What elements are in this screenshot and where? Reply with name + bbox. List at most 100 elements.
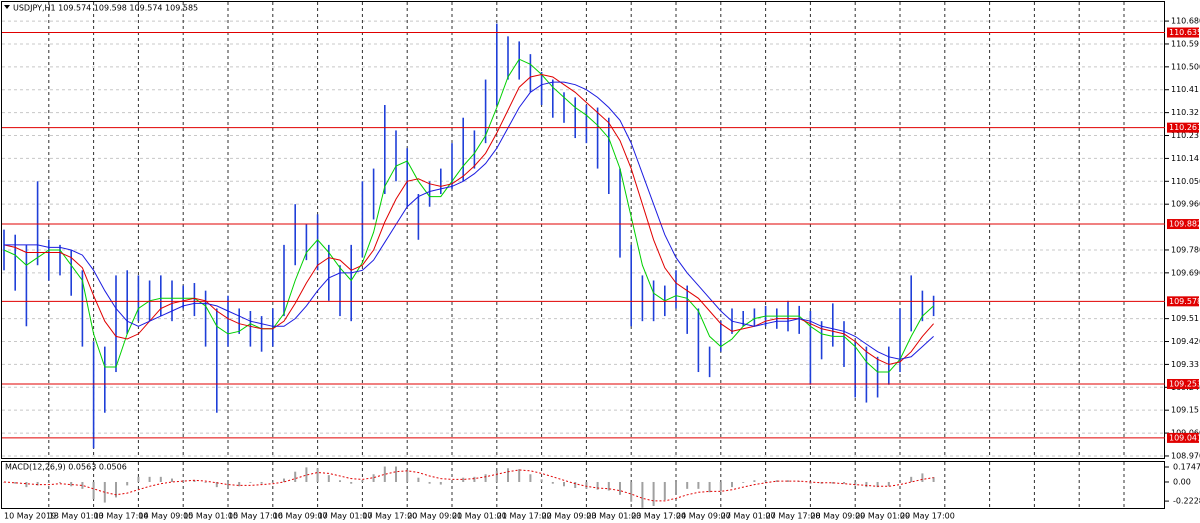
macd-bar xyxy=(406,469,409,482)
macd-bar xyxy=(204,481,207,483)
level-label: 110.635 xyxy=(1169,28,1200,37)
macd-bar xyxy=(843,481,845,484)
y-tick-label: 110.41 xyxy=(1171,85,1199,94)
macd-bar xyxy=(383,466,386,482)
y-tick-label: 110.23 xyxy=(1171,131,1199,140)
x-tick-label: 13 May 01:00 xyxy=(49,512,104,521)
x-tick-label: 13 May 17:00 xyxy=(94,512,149,521)
main-panel-frame xyxy=(1,1,1165,459)
y-tick-label: 109.420 xyxy=(1171,337,1200,346)
x-tick-label: 15 May 17:00 xyxy=(228,512,283,521)
macd-bar xyxy=(585,481,588,489)
level-label: 109.882 xyxy=(1169,220,1200,229)
level-label: 109.253 xyxy=(1169,379,1200,388)
x-tick-label: 29 May 17:00 xyxy=(900,512,955,521)
macd-bar xyxy=(719,481,722,492)
macd-bar xyxy=(876,481,879,488)
macd-bar xyxy=(596,481,599,490)
level-tag xyxy=(1167,27,1199,38)
macd-bar xyxy=(126,481,129,486)
macd-bar xyxy=(25,481,28,488)
y-tick-label: 109.690 xyxy=(1171,268,1200,277)
x-tick-label: 15 May 01:00 xyxy=(183,512,238,521)
x-tick-label: 22 May 09:00 xyxy=(542,512,597,521)
macd-bar xyxy=(238,481,241,487)
level-tag xyxy=(1167,378,1199,389)
y-tick-label: 110.32 xyxy=(1171,108,1199,117)
macd-bar xyxy=(831,481,834,484)
level-label: 109.578 xyxy=(1169,297,1200,306)
macd-bar xyxy=(630,481,633,502)
macd-bar xyxy=(507,468,509,482)
macd-bar xyxy=(350,481,353,484)
symbol-menu-icon[interactable] xyxy=(4,5,10,9)
macd-bar xyxy=(271,481,274,483)
macd-bar xyxy=(47,481,50,483)
macd-bar xyxy=(641,481,644,508)
macd-bar xyxy=(809,481,812,484)
macd-bar xyxy=(484,474,487,482)
macd-bar xyxy=(417,477,420,482)
macd-bar xyxy=(171,478,173,482)
y-tick-label: 109.33 xyxy=(1171,360,1199,369)
macd-panel-frame xyxy=(1,461,1165,509)
macd-bar xyxy=(361,480,364,482)
macd-bar xyxy=(70,481,73,487)
macd-bar xyxy=(327,475,330,482)
macd-bar xyxy=(607,481,610,491)
x-tick-label: 23 May 17:00 xyxy=(631,512,686,521)
macd-bar xyxy=(663,481,666,500)
x-tick-label: 24 May 09:00 xyxy=(676,512,731,521)
macd-bar xyxy=(159,476,162,482)
y-tick-label: 109.960 xyxy=(1171,200,1200,209)
y-tick-label: 110.14 xyxy=(1171,154,1199,163)
macd-bar xyxy=(495,470,498,482)
macd-bar xyxy=(932,477,935,482)
macd-bar xyxy=(339,480,341,482)
macd-bar xyxy=(731,481,733,488)
macd-bar xyxy=(316,468,319,482)
macd-bar xyxy=(574,481,577,488)
macd-bar xyxy=(910,476,913,482)
x-tick-label: 17 May 17:00 xyxy=(362,512,417,521)
macd-bar xyxy=(708,481,711,493)
x-tick-label: 17 May 01:00 xyxy=(318,512,373,521)
y-tick-label: 110.680 xyxy=(1171,17,1200,26)
macd-bar xyxy=(439,481,442,485)
macd-bar xyxy=(563,481,565,487)
macd-bar xyxy=(215,481,218,488)
x-tick-label: 16 May 09:00 xyxy=(273,512,328,521)
macd-bar xyxy=(865,481,868,488)
macd-bar xyxy=(59,481,61,483)
macd-bar xyxy=(294,471,297,482)
macd-signal xyxy=(3,469,934,502)
level-tag xyxy=(1167,219,1199,230)
macd-bar xyxy=(675,481,677,493)
macd-bar xyxy=(103,481,106,503)
x-tick-label: 28 May 09:00 xyxy=(810,512,865,521)
y-tick-label: 109.51 xyxy=(1171,314,1199,323)
level-tag xyxy=(1167,122,1199,133)
macd-bar xyxy=(742,481,745,483)
y-tick-label: 108.970 xyxy=(1171,451,1200,460)
macd-bar xyxy=(395,466,397,482)
y-tick-label: 110.59 xyxy=(1171,39,1199,48)
macd-bar xyxy=(921,473,924,482)
macd-bar xyxy=(764,480,767,482)
macd-bar xyxy=(462,477,465,482)
x-tick-label: 21 May 01:00 xyxy=(452,512,507,521)
macd-bar xyxy=(283,478,285,482)
macd-bar xyxy=(787,480,789,482)
y-tick-label: 0.00 xyxy=(1173,477,1191,486)
y-tick-label: 110.050 xyxy=(1171,177,1200,186)
macd-bar xyxy=(652,481,655,506)
level-tag xyxy=(1167,296,1199,307)
level-label: 110.261 xyxy=(1169,123,1200,132)
macd-bar xyxy=(260,481,263,484)
x-tick-label: 21 May 17:00 xyxy=(497,512,552,521)
macd-bar xyxy=(619,481,621,495)
x-tick-label: 20 May 09:00 xyxy=(407,512,462,521)
